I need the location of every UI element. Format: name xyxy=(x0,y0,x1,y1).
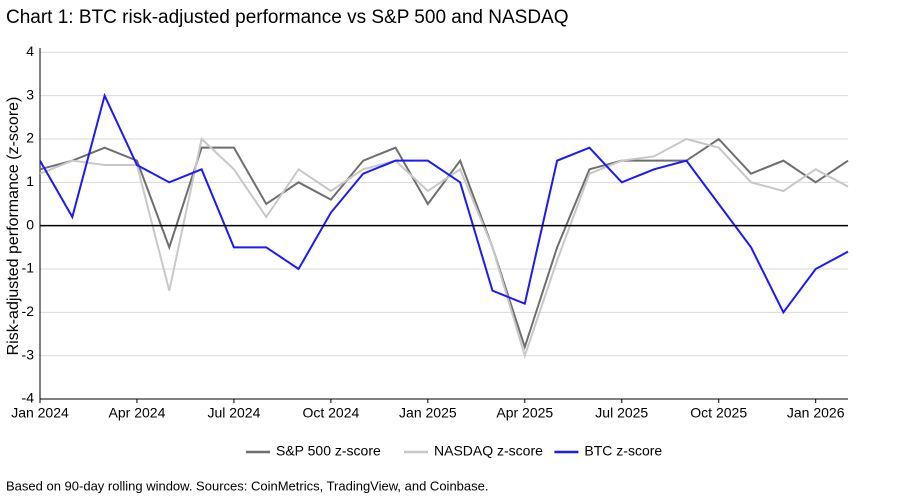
x-tick-label: Apr 2025 xyxy=(496,405,553,421)
series-line xyxy=(39,92,849,315)
x-tick-label: Jul 2024 xyxy=(207,405,260,421)
x-tick-label: Apr 2024 xyxy=(109,405,166,421)
y-tick-label: -4 xyxy=(22,390,35,406)
legend-label: NASDAQ z-score xyxy=(434,443,543,459)
y-tick-label: 1 xyxy=(26,173,34,189)
footnote: Based on 90-day rolling window. Sources:… xyxy=(6,478,488,493)
legend-label: BTC z-score xyxy=(584,443,662,459)
y-tick-label: 3 xyxy=(26,86,34,102)
legend-label: S&P 500 z-score xyxy=(276,443,381,459)
y-tick-label: 4 xyxy=(26,43,34,59)
x-tick-label: Jan 2026 xyxy=(787,405,845,421)
x-tick-label: Jan 2024 xyxy=(11,405,69,421)
y-tick-label: 0 xyxy=(26,216,34,232)
x-tick-label: Oct 2024 xyxy=(302,405,359,421)
y-tick-label: -3 xyxy=(22,346,35,362)
series-line xyxy=(39,137,849,359)
y-tick-label: -1 xyxy=(22,260,35,276)
x-tick-label: Jul 2025 xyxy=(595,405,648,421)
x-tick-label: Oct 2025 xyxy=(690,405,747,421)
y-axis-label: Risk-adjusted performance (z-score) xyxy=(5,97,22,356)
x-tick-label: Jan 2025 xyxy=(399,405,457,421)
y-tick-label: 2 xyxy=(26,130,34,146)
chart-title: Chart 1: BTC risk-adjusted performance v… xyxy=(6,7,569,28)
series-line xyxy=(39,137,849,351)
y-tick-label: -2 xyxy=(22,303,35,319)
